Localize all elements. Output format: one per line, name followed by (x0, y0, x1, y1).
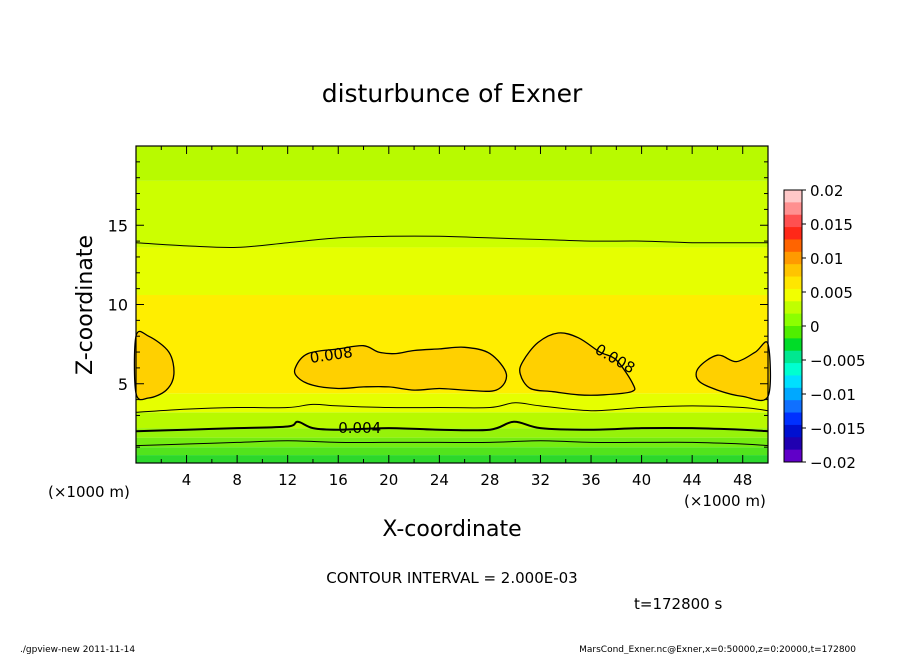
x-tick-label-20: 20 (379, 471, 398, 489)
contour-line-3 (135, 440, 769, 447)
colorbar-tick-label-4: 0 (810, 318, 820, 336)
contour-interval-text: CONTOUR INTERVAL = 2.000E-03 (326, 569, 577, 587)
colorbar-tick-label-8: −0.02 (810, 454, 856, 472)
x-tick-label-28: 28 (480, 471, 499, 489)
contour-lines (135, 235, 769, 447)
colorbar-tick-label-0: 0.02 (810, 182, 843, 200)
contour-line-0 (135, 235, 768, 249)
contour-line-2 (135, 420, 769, 433)
x-tick-label-8: 8 (232, 471, 242, 489)
x-tick-label-24: 24 (430, 471, 449, 489)
colorbar-swatch-11 (784, 326, 802, 339)
colorbar-swatch-12 (784, 338, 802, 352)
contour-region-0008-2 (519, 332, 636, 396)
colorbar-swatch-13 (784, 350, 802, 364)
chart-title: disturbunce of Exner (322, 79, 583, 108)
field-band-4 (136, 412, 768, 429)
contour-region-0008-0 (133, 330, 175, 401)
x-axis-ticks: 4 8 12 16 20 24 28 32 36 40 44 48 (160, 146, 752, 489)
colorbar: 0.02 0.015 0.01 0.005 0 −0.005 −0.01 −0.015 −0.0… (783, 182, 866, 472)
x-unit-right: (×1000 m) (684, 492, 766, 510)
y-tick-label-10: 10 (108, 296, 128, 315)
contour-line-1 (135, 402, 769, 413)
contour-region-0008-3 (695, 341, 772, 402)
colorbar-swatch-14 (784, 363, 802, 376)
x-tick-label-16: 16 (329, 471, 348, 489)
field-band-3 (136, 428, 768, 438)
colorbar-swatch-3 (784, 227, 802, 240)
y-tick-label-15: 15 (108, 216, 128, 235)
colorbar-swatch-19 (784, 424, 802, 438)
contour-label-0: 0.008 (309, 343, 354, 367)
colorbar-tick-label-2: 0.01 (810, 250, 843, 268)
colorbar-swatch-2 (784, 214, 802, 228)
x-tick-label-40: 40 (632, 471, 651, 489)
colorbar-swatch-21 (784, 449, 802, 463)
field-band-0 (136, 455, 768, 463)
x-tick-label-4: 4 (182, 471, 192, 489)
field-band-1 (136, 447, 768, 456)
y-axis-label: Z-coordinate (73, 235, 98, 375)
colorbar-tick-label-5: −0.005 (810, 352, 866, 370)
high-value-regions (133, 330, 772, 402)
field-band-9 (136, 146, 768, 181)
colorbar-swatch-4 (784, 239, 802, 253)
colorbar-swatch-15 (784, 375, 802, 389)
field-band-8 (136, 180, 768, 248)
colorbar-swatch-1 (784, 202, 802, 216)
x-tick-label-44: 44 (683, 471, 702, 489)
field-band-5 (136, 393, 768, 413)
colorbar-swatch-8 (784, 288, 802, 302)
colorbar-swatch-0 (784, 190, 802, 203)
footer-left: ./gpview-new 2011-11-14 (20, 645, 135, 654)
colorbar-tick-label-1: 0.015 (810, 216, 853, 234)
y-tick-label-5: 5 (118, 375, 128, 394)
colorbar-swatch-6 (784, 264, 802, 278)
colorbar-tick-label-3: 0.005 (810, 284, 853, 302)
colorbar-tick-label-7: −0.015 (810, 420, 866, 438)
field-band-7 (136, 247, 768, 295)
colorbar-swatch-5 (784, 251, 802, 265)
x-tick-label-12: 12 (278, 471, 297, 489)
x-axis-label: X-coordinate (382, 517, 521, 542)
colorbar-swatch-9 (784, 301, 802, 315)
x-tick-label-48: 48 (733, 471, 752, 489)
x-tick-label-32: 32 (531, 471, 550, 489)
colorbar-swatch-7 (784, 276, 802, 290)
colorbar-swatch-10 (784, 313, 802, 327)
x-tick-label-36: 36 (581, 471, 600, 489)
y-axis-ticks: 5 10 15 (108, 161, 768, 448)
contour-label-2: 0.004 (338, 419, 381, 437)
colorbar-swatch-17 (784, 400, 802, 414)
field-bands (136, 146, 768, 463)
colorbar-swatch-16 (784, 387, 802, 401)
x-unit-left: (×1000 m) (48, 483, 130, 501)
footer-right: MarsCond_Exner.nc@Exner,x=0:50000,z=0:20… (579, 645, 856, 654)
colorbar-tick-label-6: −0.01 (810, 386, 856, 404)
colorbar-swatch-18 (784, 412, 802, 426)
time-text: t=172800 s (634, 595, 722, 613)
contour-region-0008-1 (293, 344, 508, 392)
colorbar-swatch-20 (784, 437, 802, 451)
